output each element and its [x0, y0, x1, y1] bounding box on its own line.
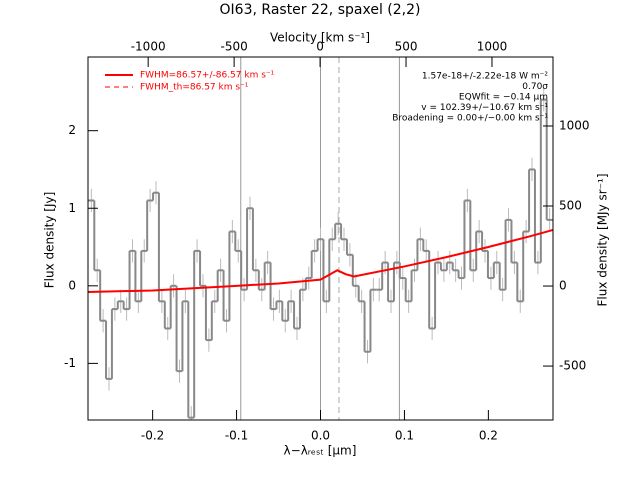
- chart-title: OI63, Raster 22, spaxel (2,2): [220, 2, 421, 18]
- annotation: v = 102.39+/−10.67 km s⁻¹: [421, 103, 548, 113]
- x-tick-label: -0.2: [141, 429, 164, 443]
- legend-label: FWHM=86.57+/-86.57 km s⁻¹: [140, 71, 275, 81]
- y2-tick-label: 500: [559, 199, 582, 213]
- x-label: λ−λᵣₑₛₜ [μm]: [284, 444, 357, 458]
- annotation: Broadening = 0.00+/−0.00 km s⁻¹: [392, 114, 548, 124]
- y-label: Flux density [Jy]: [43, 192, 57, 289]
- x-tick-label: 0.1: [395, 429, 414, 443]
- y-tick-label: 0: [68, 278, 76, 292]
- x2-tick-label: 0: [316, 40, 324, 54]
- x-tick-label: 0.2: [479, 429, 498, 443]
- y-tick-label: 1: [68, 201, 76, 215]
- x-tick-label: -0.1: [225, 429, 248, 443]
- fit-line: [87, 229, 554, 293]
- y2-tick-label: 1000: [559, 118, 590, 132]
- annotation: 1.57e-18+/-2.22e-18 W m⁻²: [422, 72, 549, 82]
- x2-tick-label: 1000: [477, 40, 508, 54]
- x2-tick-label: 500: [395, 40, 418, 54]
- annotation: 0.70σ: [522, 82, 548, 92]
- y-tick-label: 2: [68, 123, 76, 137]
- y2-tick-label: 0: [559, 279, 567, 293]
- y2-label: Flux density [MJy sr⁻¹]: [596, 173, 610, 306]
- legend-label: FWHM_th=86.57 km s⁻¹: [140, 83, 249, 93]
- x2-tick-label: -500: [221, 40, 248, 54]
- x-tick-label: 0.0: [311, 429, 330, 443]
- x2-label: Velocity [km s⁻¹]: [270, 31, 370, 45]
- y2-tick-label: -500: [559, 359, 586, 373]
- y-tick-label: -1: [64, 356, 76, 370]
- annotation: EQWfit = −0.14 μm: [459, 93, 548, 103]
- x2-tick-label: -1000: [131, 40, 166, 54]
